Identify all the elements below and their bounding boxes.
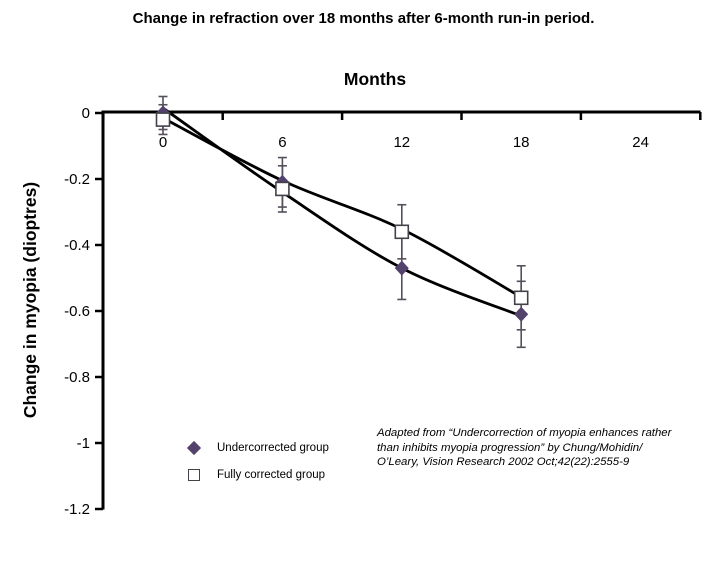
x-tick-label: 0 [159,134,167,151]
x-axis-title: Months [344,69,406,89]
y-tick-label: -0.2 [64,171,90,188]
legend-item-fully-corrected: Fully corrected group [183,461,329,488]
y-tick-label: -0.4 [64,237,90,254]
marker-square [275,181,290,197]
chart-title: Change in refraction over 18 months afte… [132,10,595,27]
legend-label: Undercorrected group [217,441,329,454]
citation-line: Adapted from “Undercorrection of myopia … [377,427,672,439]
open-square-icon [188,468,200,481]
filled-diamond-icon [186,440,202,455]
x-tick-label: 12 [393,134,410,151]
y-tick-label: -1 [77,435,90,452]
x-tick-label: 18 [513,134,530,151]
y-tick-label: 0 [82,105,90,122]
legend-item-undercorrected: Undercorrected group [183,434,329,461]
citation-line: O’Leary, Vision Research 2002 Oct;42(22)… [377,456,630,469]
y-tick-label: -1.2 [64,501,90,518]
legend-swatch [183,440,205,455]
y-tick-label: -0.6 [64,303,90,320]
marker-diamond [514,306,529,322]
source-citation: Adapted from “Undercorrection of myopia … [377,426,707,470]
legend-swatch [183,468,205,481]
trend-line-fully-corrected-group [162,116,522,299]
marker-square [394,224,410,240]
y-axis-title: Change in myopia (dioptres) [20,182,40,418]
x-tick-label: 24 [632,134,649,151]
legend: Undercorrected group Fully corrected gro… [183,434,329,488]
trend-line-undercorrected-group [162,106,522,318]
citation-line: than inhibits myopia progression” by Chu… [377,441,643,454]
marker-square [155,112,171,127]
marker-square [513,290,529,306]
x-tick-label: 6 [278,134,286,151]
legend-label: Fully corrected group [217,468,326,481]
y-tick-label: -0.8 [64,369,90,386]
marker-diamond [394,260,409,276]
plot-dynamic-layer: 0 6 12 18 24 0 -0.2 -0.4 -0.6 -0.8 -1 -1.2 [64,95,702,518]
